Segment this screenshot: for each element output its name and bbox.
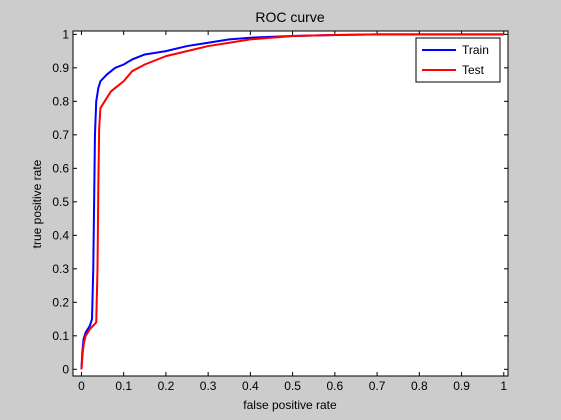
x-tick-label: 0.1 <box>115 379 132 393</box>
y-tick-label: 0.3 <box>52 262 69 276</box>
y-tick-label: 0.2 <box>52 295 69 309</box>
x-tick-label: 1 <box>500 379 507 393</box>
chart-title: ROC curve <box>255 9 324 25</box>
y-tick-label: 1 <box>62 27 69 41</box>
x-tick-label: 0.4 <box>242 379 259 393</box>
x-tick-label: 0.5 <box>284 379 301 393</box>
y-axis-label: true positive rate <box>30 159 44 248</box>
plot-area <box>72 30 509 377</box>
legend: Train Test <box>415 37 501 83</box>
y-tick-label: 0.4 <box>52 228 69 242</box>
x-tick-label: 0 <box>78 379 85 393</box>
y-tick-label: 0.5 <box>52 195 69 209</box>
x-tick-label: 0.8 <box>411 379 428 393</box>
x-tick-label: 0.2 <box>158 379 175 393</box>
series-lines <box>80 33 504 370</box>
y-tick-label: 0.9 <box>52 61 69 75</box>
legend-label-train: Train <box>462 43 489 57</box>
x-tick-label: 0.6 <box>327 379 344 393</box>
y-tick-label: 0.7 <box>52 128 69 142</box>
legend-box <box>415 37 501 83</box>
x-tick-label: 0.7 <box>369 379 386 393</box>
x-tick-label: 0.9 <box>453 379 470 393</box>
y-tick-label: 0 <box>62 362 69 376</box>
x-tick-label: 0.3 <box>200 379 217 393</box>
series-line-test <box>80 33 504 370</box>
y-tick-label: 0.1 <box>52 329 69 343</box>
series-line-train <box>80 33 504 370</box>
y-tick-label: 0.8 <box>52 94 69 108</box>
axis-ticks: 0 0.1 0.2 0.3 0.4 0.5 0.6 0.7 0.8 0.9 1 0 0.1 0.2 0.3 0… <box>52 27 508 393</box>
y-tick-label: 0.6 <box>52 161 69 175</box>
legend-label-test: Test <box>462 63 485 77</box>
x-axis-label: false positive rate <box>243 398 337 412</box>
